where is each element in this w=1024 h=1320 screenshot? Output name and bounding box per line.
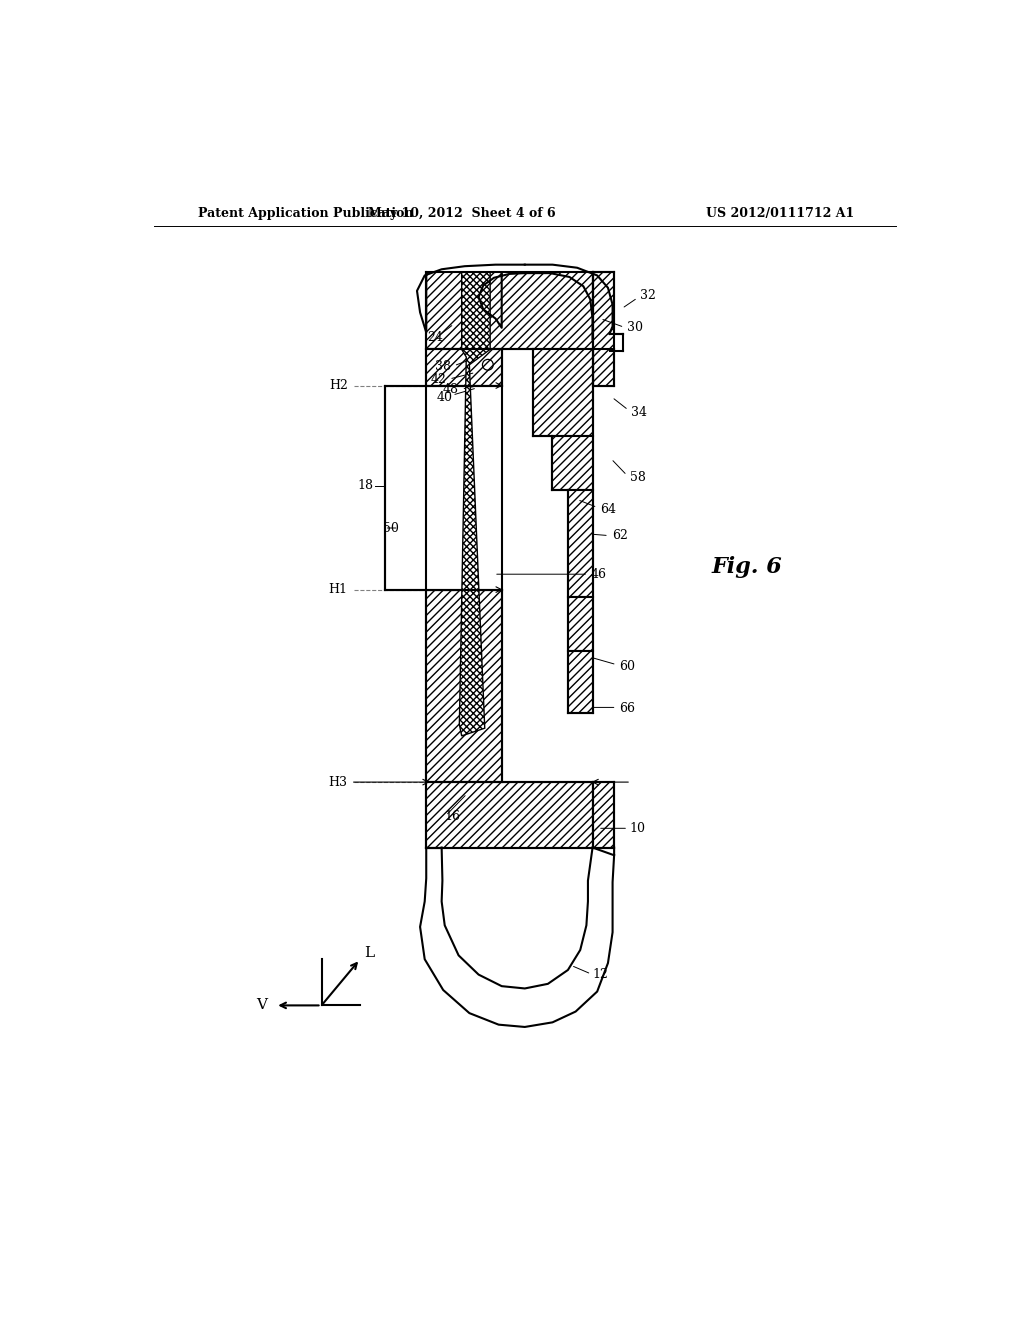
Text: 62: 62 bbox=[611, 529, 628, 543]
Polygon shape bbox=[385, 385, 502, 590]
Text: 46: 46 bbox=[591, 568, 607, 581]
Polygon shape bbox=[568, 651, 593, 713]
Text: V: V bbox=[257, 998, 267, 1012]
Text: H3: H3 bbox=[329, 776, 348, 788]
Polygon shape bbox=[552, 436, 593, 490]
Polygon shape bbox=[568, 490, 593, 597]
Text: 58: 58 bbox=[630, 471, 645, 484]
Text: 60: 60 bbox=[620, 660, 636, 673]
Polygon shape bbox=[593, 781, 614, 847]
Text: 66: 66 bbox=[620, 702, 636, 715]
Polygon shape bbox=[426, 781, 593, 847]
Text: 50: 50 bbox=[383, 521, 398, 535]
Polygon shape bbox=[426, 590, 502, 781]
Text: L: L bbox=[364, 946, 374, 960]
Text: US 2012/0111712 A1: US 2012/0111712 A1 bbox=[707, 207, 854, 220]
Polygon shape bbox=[593, 272, 614, 385]
Text: 16: 16 bbox=[444, 810, 461, 824]
Text: 18: 18 bbox=[357, 479, 374, 492]
Polygon shape bbox=[460, 272, 490, 737]
Text: 24: 24 bbox=[428, 330, 443, 343]
Text: May 10, 2012  Sheet 4 of 6: May 10, 2012 Sheet 4 of 6 bbox=[368, 207, 555, 220]
Polygon shape bbox=[426, 350, 502, 385]
Text: Patent Application Publication: Patent Application Publication bbox=[199, 207, 414, 220]
Text: 64: 64 bbox=[600, 503, 616, 516]
Text: 32: 32 bbox=[640, 289, 656, 302]
Text: 10: 10 bbox=[630, 822, 645, 834]
Text: H2: H2 bbox=[329, 379, 348, 392]
Text: 42: 42 bbox=[430, 372, 446, 385]
Polygon shape bbox=[568, 597, 593, 651]
Text: 12: 12 bbox=[593, 968, 608, 981]
Text: 40: 40 bbox=[436, 391, 453, 404]
Text: 38: 38 bbox=[435, 360, 451, 372]
Text: H1: H1 bbox=[329, 583, 348, 597]
Polygon shape bbox=[426, 272, 593, 350]
Text: 48: 48 bbox=[442, 383, 459, 396]
Text: Fig. 6: Fig. 6 bbox=[712, 556, 782, 578]
Text: 34: 34 bbox=[631, 407, 647, 418]
Polygon shape bbox=[532, 350, 593, 436]
Text: 30: 30 bbox=[628, 321, 643, 334]
